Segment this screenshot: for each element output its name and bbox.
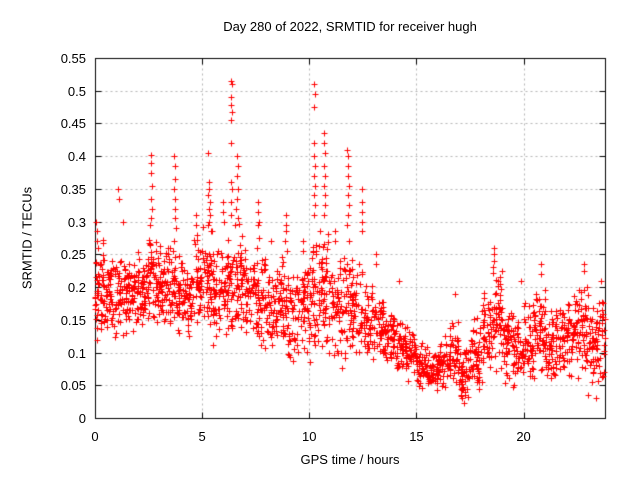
y-tick-label: 0.3 xyxy=(67,214,86,230)
x-axis-label: GPS time / hours xyxy=(300,452,400,467)
y-tick-label: 0.45 xyxy=(60,116,86,132)
x-tick-label: 5 xyxy=(198,429,206,444)
y-tick-label: 0.25 xyxy=(60,247,86,263)
y-tick-label: 0.35 xyxy=(60,181,86,197)
x-tick-label: 20 xyxy=(516,429,531,444)
y-tick-label: 0.15 xyxy=(60,312,86,328)
y-tick-label: 0.5 xyxy=(67,83,86,99)
x-tick-label: 0 xyxy=(91,429,99,444)
x-tick-label: 15 xyxy=(409,429,424,444)
y-tick-label: 0.55 xyxy=(60,51,86,66)
y-tick-label: 0.05 xyxy=(60,378,86,394)
y-tick-label: 0 xyxy=(78,411,86,426)
chart-title: Day 280 of 2022, SRMTID for receiver hug… xyxy=(223,19,477,34)
y-axis-label-text: SRMTID / TECUs xyxy=(19,186,35,290)
x-tick-label: 10 xyxy=(302,429,317,444)
y-tick-label: 0.4 xyxy=(67,149,86,165)
y-tick-label: 0.1 xyxy=(67,345,86,361)
y-tick-label: 0.2 xyxy=(67,280,86,296)
